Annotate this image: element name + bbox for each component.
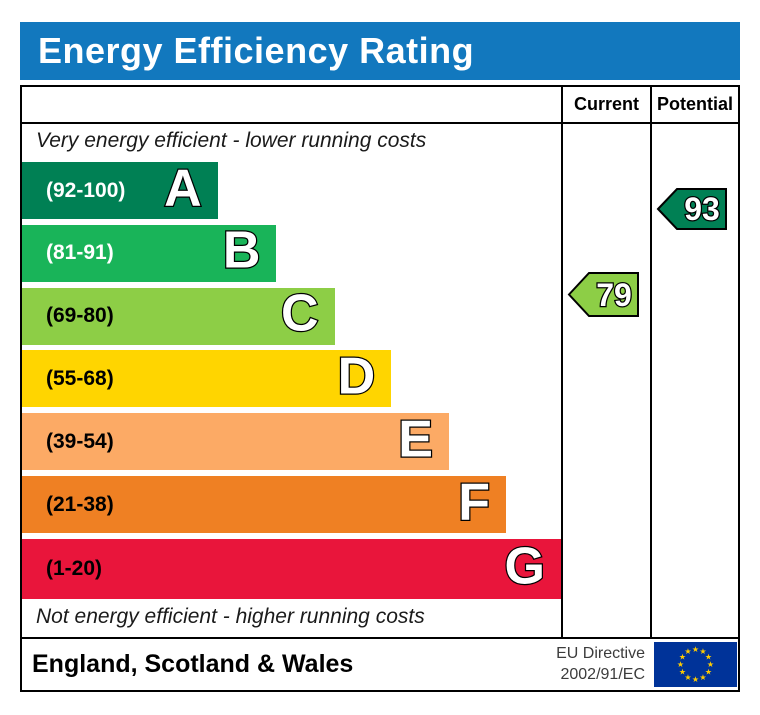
eu-star-icon: ★ bbox=[707, 660, 714, 669]
potential-rating-arrow: 93 bbox=[656, 188, 727, 230]
bottom-note: Not energy efficient - higher running co… bbox=[36, 605, 425, 628]
band-a: (92-100) A bbox=[22, 158, 218, 219]
band-area: (92-100) A (81-91) B (69-80) C (55-68) D (39-54)… bbox=[22, 124, 561, 637]
band-range-label: (1-20) bbox=[46, 556, 103, 580]
potential-column-divider bbox=[650, 87, 652, 637]
region-label: England, Scotland & Wales bbox=[32, 650, 354, 678]
eu-star-icon: ★ bbox=[677, 660, 684, 669]
band-letter: D bbox=[336, 346, 376, 407]
eu-star-icon: ★ bbox=[679, 653, 686, 662]
eu-star-icon: ★ bbox=[699, 647, 706, 656]
eu-star-icon: ★ bbox=[684, 647, 691, 656]
band-g: (1-20) G bbox=[22, 536, 561, 599]
title-bar: Energy Efficiency Rating bbox=[20, 22, 740, 80]
band-range-label: (69-80) bbox=[46, 304, 114, 328]
band-letter: B bbox=[222, 221, 262, 282]
band-range-label: (81-91) bbox=[46, 241, 114, 265]
band-range-label: (55-68) bbox=[46, 366, 114, 390]
eu-flag-icon: ★ ★★★★★★★★★★★ bbox=[654, 642, 737, 687]
band-range-label: (21-38) bbox=[46, 492, 114, 516]
eu-star-icon: ★ bbox=[684, 673, 691, 682]
band-letter: F bbox=[457, 472, 491, 532]
header-divider-line bbox=[22, 122, 738, 124]
band-f: (21-38) F bbox=[22, 472, 507, 533]
band-d: (55-68) D bbox=[22, 346, 392, 408]
column-header-potential: Potential bbox=[656, 94, 733, 114]
band-b: (81-91) B bbox=[22, 221, 277, 282]
eu-star-icon: ★ bbox=[692, 675, 699, 684]
current-arrow-shape bbox=[567, 272, 639, 317]
current-rating-value: 79 bbox=[596, 277, 632, 313]
band-letter: A bbox=[163, 158, 203, 219]
current-column-divider bbox=[561, 87, 563, 637]
page-title: Energy Efficiency Rating bbox=[38, 30, 475, 71]
band-range-label: (39-54) bbox=[46, 429, 114, 453]
eu-directive-line1: EU Directive bbox=[556, 645, 645, 662]
eu-star-icon: ★ bbox=[679, 668, 686, 677]
band-letter: G bbox=[503, 536, 546, 597]
potential-arrow-shape bbox=[656, 188, 727, 230]
rating-table: Current Potential Very energy efficient … bbox=[20, 85, 740, 692]
current-rating-arrow: 79 bbox=[567, 272, 639, 317]
potential-rating-value: 93 bbox=[684, 191, 720, 227]
eu-directive-line2: 2002/91/EC bbox=[560, 666, 645, 683]
eu-star-icon: ★ bbox=[699, 673, 706, 682]
band-letter: C bbox=[280, 283, 320, 344]
eu-star-icon: ★ bbox=[705, 653, 712, 662]
eu-directive-label: EU Directive 2002/91/EC bbox=[556, 643, 645, 685]
footer-row: England, Scotland & Wales EU Directive 2… bbox=[22, 637, 738, 690]
band-c: (69-80) C bbox=[22, 283, 335, 345]
column-header-current: Current bbox=[573, 94, 639, 114]
eu-star-icon: ★ bbox=[692, 645, 699, 654]
band-e: (39-54) E bbox=[22, 409, 449, 471]
band-letter: E bbox=[397, 409, 434, 470]
eu-star-icon: ★ bbox=[705, 668, 712, 677]
band-range-label: (92-100) bbox=[46, 178, 126, 202]
top-note: Very energy efficient - lower running co… bbox=[36, 129, 427, 152]
